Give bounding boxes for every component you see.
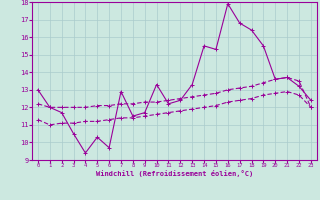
X-axis label: Windchill (Refroidissement éolien,°C): Windchill (Refroidissement éolien,°C) — [96, 170, 253, 177]
